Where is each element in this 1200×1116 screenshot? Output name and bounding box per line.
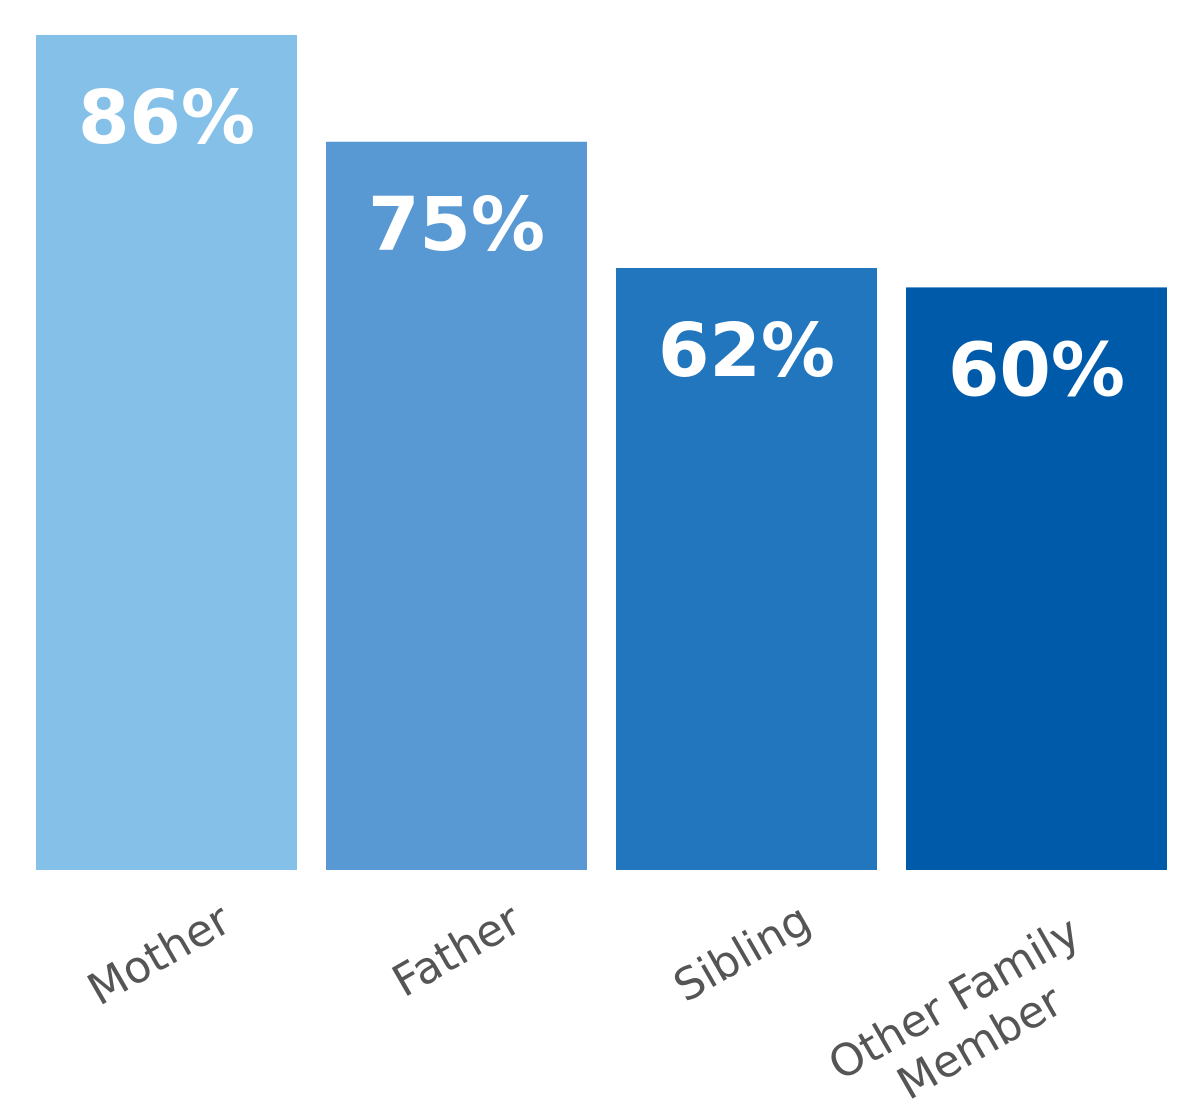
bar xyxy=(906,287,1167,870)
bar xyxy=(616,267,877,871)
bar xyxy=(326,141,587,870)
value-label: 60% xyxy=(948,327,1125,413)
value-label: 86% xyxy=(78,75,255,161)
value-label: 75% xyxy=(368,182,545,268)
value-label: 62% xyxy=(658,308,835,394)
bar xyxy=(36,34,297,870)
